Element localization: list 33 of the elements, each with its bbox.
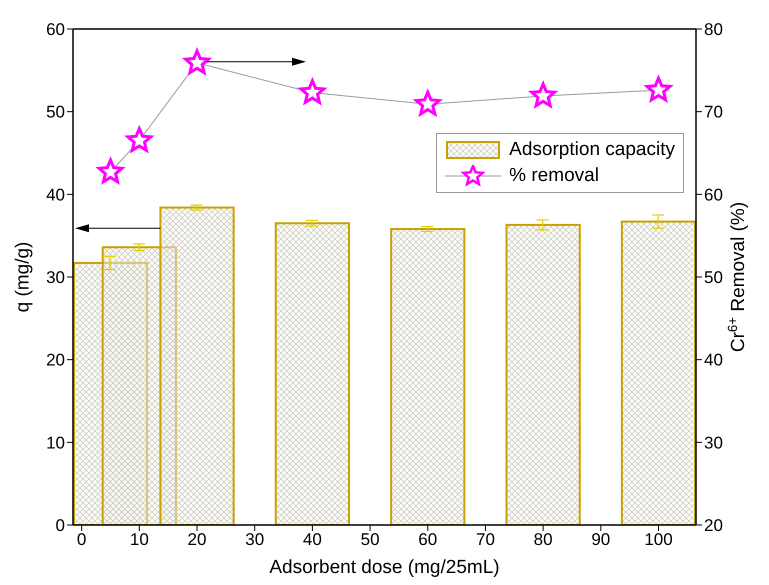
y-tick-label: 20: [46, 350, 65, 370]
y2-tick-label: 60: [704, 185, 723, 204]
y-axis-title: q (mg/g): [12, 242, 34, 312]
bar: [506, 224, 581, 525]
y-tick-label: 50: [46, 102, 65, 122]
bar: [620, 220, 696, 525]
x-tick-label: 60: [418, 530, 438, 550]
x-axis-title: Adsorbent dose (mg/25mL): [269, 557, 500, 578]
y2-tick-label: 70: [704, 102, 723, 122]
x-tick-label: 100: [644, 530, 673, 550]
x-tick-label: 0: [76, 530, 86, 550]
y2-tick-label: 80: [704, 20, 723, 40]
legend-label: Adsorption capacity: [509, 138, 675, 162]
bar: [274, 222, 350, 525]
y-tick-label: 30: [46, 268, 65, 288]
y2-tick-label: 20: [704, 516, 723, 536]
y-tick-label: 10: [46, 433, 65, 452]
x-tick-label: 90: [591, 530, 610, 550]
x-tick-label: 20: [188, 530, 206, 550]
y2-tick-label: 50: [704, 268, 723, 288]
x-tick-label: 40: [302, 530, 322, 550]
y2-tick-label: 40: [704, 350, 723, 370]
y2-tick-label: 30: [704, 433, 723, 452]
x-tick-label: 70: [476, 530, 495, 550]
x-tick-label: 10: [130, 530, 149, 550]
y-tick-label: 60: [46, 20, 65, 40]
x-tick-label: 50: [360, 530, 380, 550]
legend-label: % removal: [509, 164, 599, 188]
x-tick-label: 80: [534, 530, 553, 550]
x-tick-label: 30: [245, 530, 264, 550]
y-tick-label: 40: [46, 185, 65, 204]
y-tick-label: 0: [56, 516, 65, 536]
bar: [390, 228, 466, 525]
